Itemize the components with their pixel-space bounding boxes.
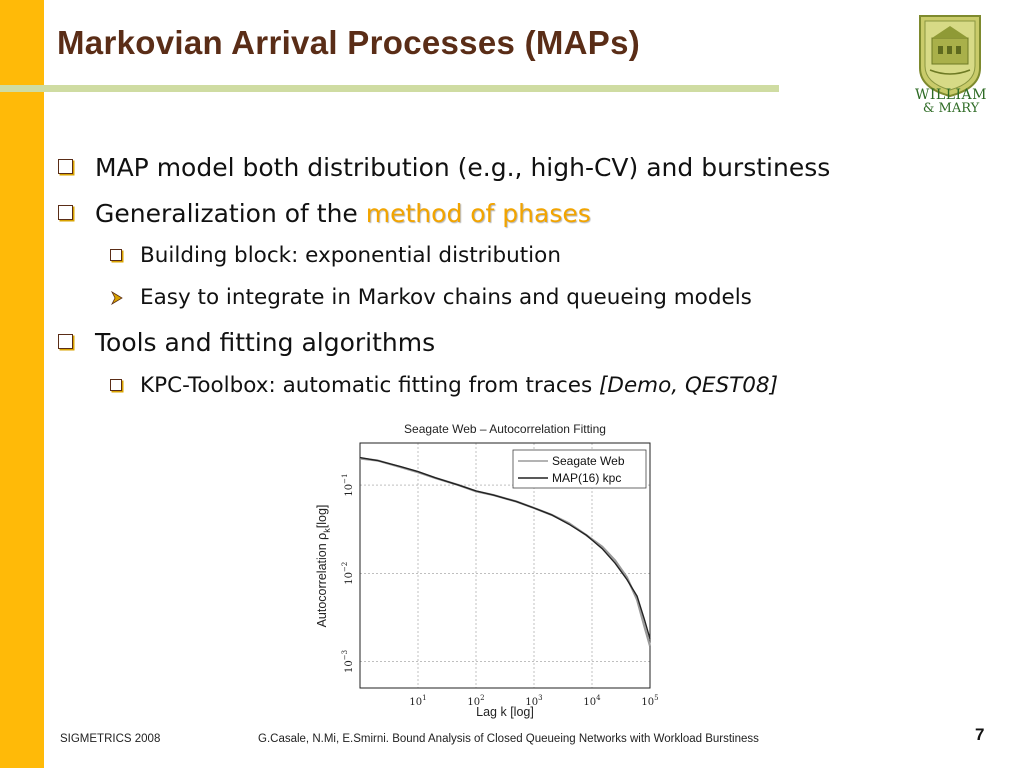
- slide-title: Markovian Arrival Processes (MAPs): [57, 24, 641, 61]
- autocorrelation-chart: Seagate Web – Autocorrelation Fitting 10…: [315, 422, 659, 719]
- x-tick-labels: 101 102 103 104 105: [409, 694, 658, 708]
- y-axis-label-suffix: [log]: [315, 505, 329, 529]
- y-tick-label: 10−1: [341, 474, 355, 497]
- chart-legend: Seagate Web MAP(16) kpc: [512, 449, 647, 489]
- y-axis-label-sub: k: [322, 528, 332, 533]
- college-logo-text: WILLIAM & MARY: [902, 88, 1000, 116]
- checkbox-bullet-icon: [58, 159, 73, 174]
- logo-line2: & MARY: [922, 101, 980, 116]
- checkbox-bullet-icon: [110, 249, 122, 261]
- title-divider: [0, 85, 779, 92]
- sub-bullet-text-prefix: KPC-Toolbox: automatic fitting from trac…: [140, 373, 600, 398]
- x-axis-label: Lag k [log]: [476, 705, 534, 719]
- college-seal-icon: [919, 15, 981, 98]
- checkbox-bullet-icon: [58, 334, 73, 349]
- left-accent-bar: [0, 0, 44, 768]
- footer-conference: SIGMETRICS 2008: [60, 733, 161, 745]
- bullet-text: Generalization of the method of phases: [95, 199, 591, 228]
- x-tick-label: 103: [525, 694, 542, 708]
- arrow-bullet-icon: [111, 291, 123, 305]
- citation: [Demo, QEST08]: [599, 373, 778, 398]
- y-axis-label-symbol: ρ: [315, 533, 329, 540]
- plot-area-frame: [359, 442, 651, 689]
- method-of-phases-highlight: method of phases: [365, 199, 591, 228]
- x-tick-label: 102: [467, 694, 484, 708]
- y-tick-labels: 10−1 10−2 10−3: [341, 474, 355, 673]
- y-tick-label: 10−2: [341, 562, 355, 585]
- sub-bullet-text: Building block: exponential distribution: [140, 243, 561, 268]
- y-axis-label: Autocorrelation ρk[log]: [315, 505, 332, 628]
- checkbox-bullet-icon: [110, 379, 122, 391]
- bullet-text: Tools and fitting algorithms: [95, 328, 436, 357]
- bullet-text-prefix: Generalization of the: [95, 199, 366, 228]
- legend-label-map: MAP(16) kpc: [552, 471, 621, 485]
- sub-bullet-text: Easy to integrate in Markov chains and q…: [140, 285, 752, 310]
- logo-line1: WILLIAM: [915, 87, 987, 103]
- series-line-map16-kpc: [359, 456, 651, 640]
- chart-series: [359, 456, 652, 647]
- chart-title: Seagate Web – Autocorrelation Fitting: [404, 422, 606, 436]
- legend-box: [512, 449, 647, 489]
- x-tick-label: 105: [641, 694, 658, 708]
- footer-citation: G.Casale, N.Mi, E.Smirni. Bound Analysis…: [258, 733, 759, 745]
- bullet-text: MAP model both distribution (e.g., high-…: [95, 153, 831, 182]
- y-tick-label: 10−3: [341, 650, 355, 673]
- x-tick-label: 104: [583, 694, 601, 708]
- x-tick-label: 101: [409, 694, 426, 708]
- sub-bullet-text: KPC-Toolbox: automatic fitting from trac…: [140, 373, 778, 398]
- page-number: 7: [975, 725, 985, 744]
- checkbox-bullet-icon: [58, 205, 73, 220]
- y-axis-label-text: Autocorrelation: [315, 543, 329, 627]
- legend-label-seagate: Seagate Web: [552, 454, 625, 468]
